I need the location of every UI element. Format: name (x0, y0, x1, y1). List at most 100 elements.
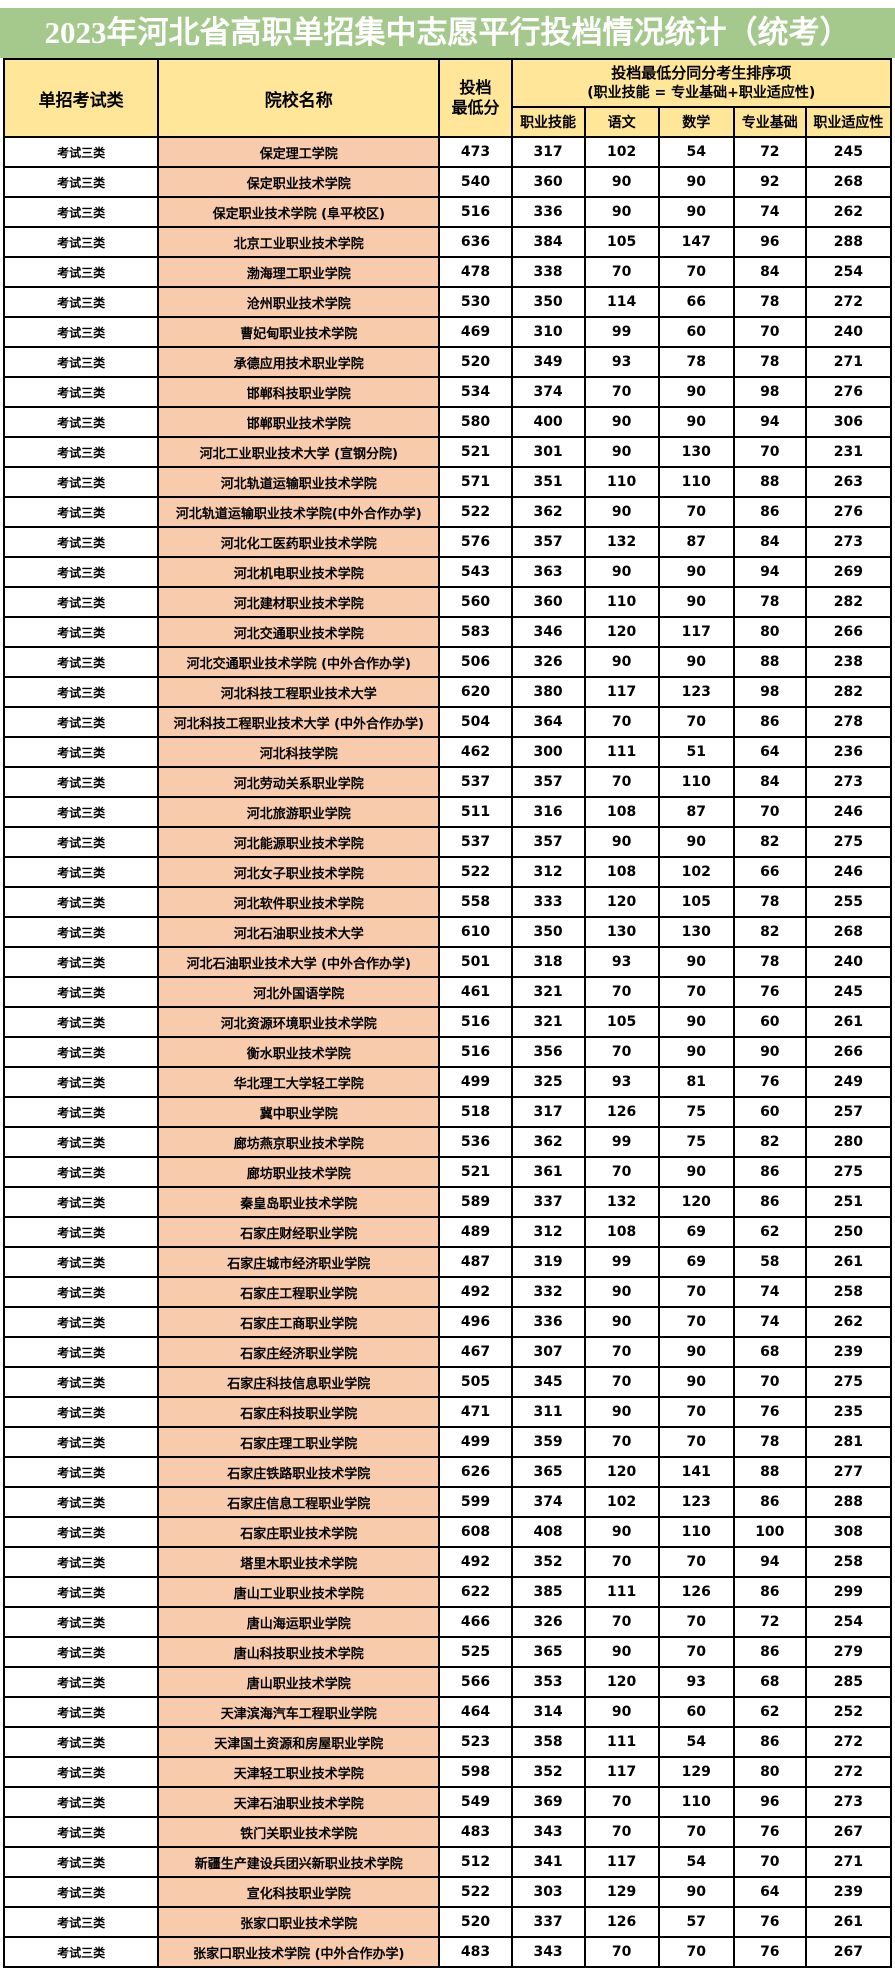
table-row: 考试三类 石家庄科技职业学院 471 311 90 70 76 235 (2, 1396, 893, 1428)
cell-vocational-skill: 301 (510, 436, 586, 468)
cell-school-name: 承德应用技术职业学院 (157, 346, 441, 378)
cell-math: 69 (657, 1216, 735, 1248)
cell-min-score: 466 (438, 1606, 513, 1638)
cell-exam-category: 考试三类 (2, 1906, 160, 1938)
cell-min-score: 487 (438, 1246, 513, 1278)
cell-chinese: 93 (583, 1066, 660, 1098)
cell-math: 70 (657, 1606, 735, 1638)
cell-vocational-adaptability: 236 (804, 736, 893, 768)
cell-chinese: 129 (583, 1876, 660, 1908)
cell-min-score: 583 (438, 616, 513, 648)
table-row: 考试三类 廊坊燕京职业技术学院 536 362 99 75 82 280 (2, 1126, 893, 1158)
cell-vocational-adaptability: 257 (804, 1096, 893, 1128)
cell-exam-category: 考试三类 (2, 1366, 160, 1398)
cell-min-score: 522 (438, 496, 513, 528)
cell-school-name: 河北女子职业技术学院 (157, 856, 441, 888)
cell-chinese: 120 (583, 1666, 660, 1698)
cell-vocational-adaptability: 250 (804, 1216, 893, 1248)
table-row: 考试三类 渤海理工职业学院 478 338 70 70 84 254 (2, 256, 893, 288)
cell-math: 90 (657, 1006, 735, 1038)
cell-school-name: 廊坊燕京职业技术学院 (157, 1126, 441, 1158)
table-row: 考试三类 华北理工大学轻工学院 499 325 93 81 76 249 (2, 1066, 893, 1098)
cell-exam-category: 考试三类 (2, 1876, 160, 1908)
cell-vocational-adaptability: 240 (804, 946, 893, 978)
cell-chinese: 90 (583, 1396, 660, 1428)
cell-exam-category: 考试三类 (2, 1216, 160, 1248)
cell-vocational-adaptability: 261 (804, 1906, 893, 1938)
col-header-chinese: 语文 (583, 106, 660, 138)
cell-min-score: 523 (438, 1726, 513, 1758)
cell-professional-foundation: 68 (732, 1336, 807, 1368)
cell-math: 51 (657, 736, 735, 768)
cell-chinese: 105 (583, 226, 660, 258)
cell-chinese: 70 (583, 706, 660, 738)
table-row: 考试三类 曹妃甸职业技术学院 469 310 99 60 70 240 (2, 316, 893, 348)
cell-min-score: 511 (438, 796, 513, 828)
cell-vocational-skill: 325 (510, 1066, 586, 1098)
cell-chinese: 70 (583, 1606, 660, 1638)
cell-vocational-adaptability: 252 (804, 1696, 893, 1728)
cell-exam-category: 考试三类 (2, 586, 160, 618)
table-row: 考试三类 河北旅游职业学院 511 316 108 87 70 246 (2, 796, 893, 828)
col-header-professional-foundation: 专业基础 (732, 106, 807, 138)
cell-min-score: 622 (438, 1576, 513, 1608)
cell-vocational-skill: 360 (510, 586, 586, 618)
table-row: 考试三类 河北女子职业技术学院 522 312 108 102 66 246 (2, 856, 893, 888)
cell-vocational-skill: 349 (510, 346, 586, 378)
cell-vocational-skill: 400 (510, 406, 586, 438)
cell-vocational-skill: 341 (510, 1846, 586, 1878)
cell-math: 130 (657, 916, 735, 948)
cell-math: 90 (657, 946, 735, 978)
cell-vocational-skill: 343 (510, 1936, 586, 1968)
cell-vocational-skill: 326 (510, 1606, 586, 1638)
cell-professional-foundation: 78 (732, 586, 807, 618)
cell-exam-category: 考试三类 (2, 1426, 160, 1458)
cell-vocational-skill: 353 (510, 1666, 586, 1698)
cell-math: 70 (657, 1276, 735, 1308)
cell-professional-foundation: 96 (732, 226, 807, 258)
table-row: 考试三类 河北机电职业技术学院 543 363 90 90 94 269 (2, 556, 893, 588)
cell-vocational-adaptability: 239 (804, 1876, 893, 1908)
cell-vocational-adaptability: 276 (804, 496, 893, 528)
cell-school-name: 河北石油职业技术大学 (中外合作办学) (157, 946, 441, 978)
cell-min-score: 525 (438, 1636, 513, 1668)
cell-professional-foundation: 62 (732, 1696, 807, 1728)
cell-vocational-skill: 312 (510, 856, 586, 888)
cell-vocational-adaptability: 272 (804, 1726, 893, 1758)
cell-professional-foundation: 62 (732, 1216, 807, 1248)
cell-vocational-adaptability: 240 (804, 316, 893, 348)
cell-math: 123 (657, 1486, 735, 1518)
cell-exam-category: 考试三类 (2, 1306, 160, 1338)
cell-school-name: 渤海理工职业学院 (157, 256, 441, 288)
table-row: 考试三类 邯郸科技职业学院 534 374 70 90 98 276 (2, 376, 893, 408)
cell-vocational-skill: 338 (510, 256, 586, 288)
cell-professional-foundation: 88 (732, 466, 807, 498)
cell-professional-foundation: 100 (732, 1516, 807, 1548)
cell-chinese: 108 (583, 796, 660, 828)
cell-math: 90 (657, 1036, 735, 1068)
cell-professional-foundation: 78 (732, 1426, 807, 1458)
cell-school-name: 河北软件职业技术学院 (157, 886, 441, 918)
cell-professional-foundation: 78 (732, 346, 807, 378)
cell-exam-category: 考试三类 (2, 466, 160, 498)
cell-math: 90 (657, 1336, 735, 1368)
cell-vocational-adaptability: 239 (804, 1336, 893, 1368)
cell-vocational-skill: 337 (510, 1186, 586, 1218)
cell-vocational-adaptability: 277 (804, 1456, 893, 1488)
cell-chinese: 70 (583, 1156, 660, 1188)
table-row: 考试三类 唐山海运职业学院 466 326 70 70 72 254 (2, 1606, 893, 1638)
cell-chinese: 70 (583, 1786, 660, 1818)
cell-school-name: 保定理工学院 (157, 136, 441, 168)
cell-professional-foundation: 94 (732, 406, 807, 438)
cell-vocational-adaptability: 245 (804, 136, 893, 168)
cell-chinese: 120 (583, 616, 660, 648)
cell-vocational-adaptability: 249 (804, 1066, 893, 1098)
cell-professional-foundation: 68 (732, 1666, 807, 1698)
cell-professional-foundation: 78 (732, 946, 807, 978)
cell-professional-foundation: 70 (732, 796, 807, 828)
cell-exam-category: 考试三类 (2, 736, 160, 768)
cell-min-score: 636 (438, 226, 513, 258)
cell-professional-foundation: 70 (732, 316, 807, 348)
cell-professional-foundation: 86 (732, 1156, 807, 1188)
cell-math: 129 (657, 1756, 735, 1788)
